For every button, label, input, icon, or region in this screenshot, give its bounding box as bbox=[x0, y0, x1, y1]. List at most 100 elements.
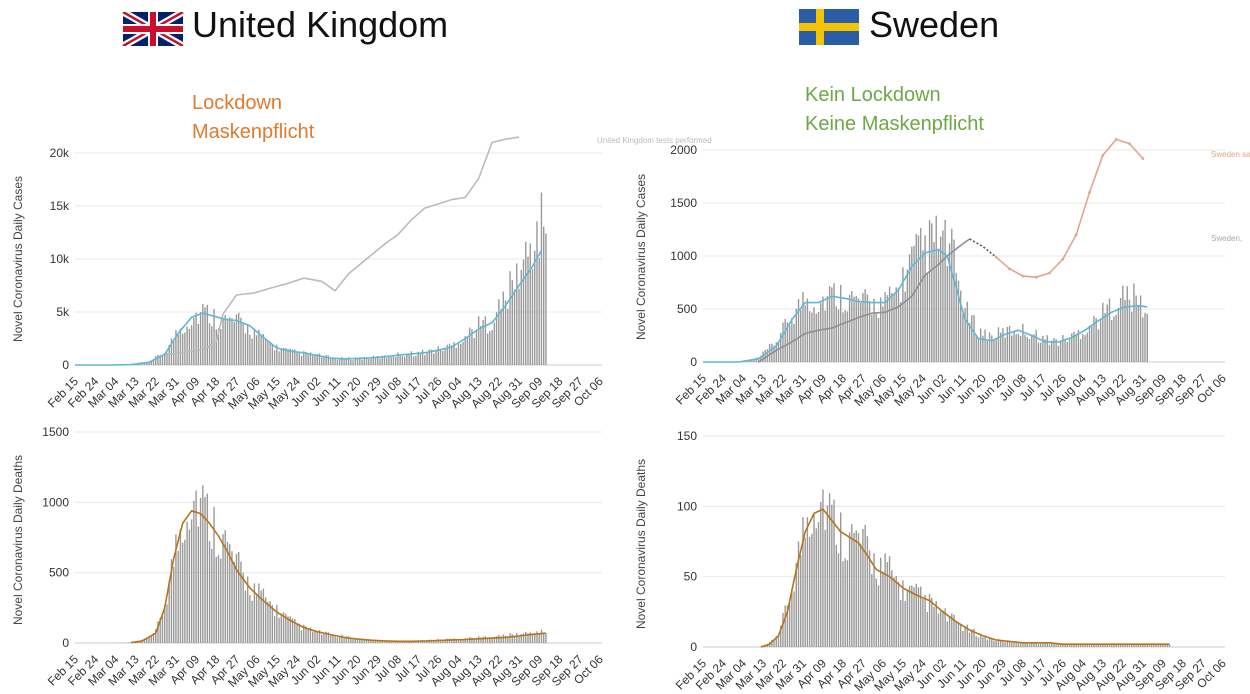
bar bbox=[350, 359, 352, 365]
bar bbox=[833, 283, 835, 362]
bar bbox=[855, 295, 857, 362]
bar bbox=[835, 306, 837, 362]
bar bbox=[388, 356, 390, 365]
bar bbox=[143, 638, 146, 643]
bar bbox=[489, 330, 491, 365]
bar bbox=[797, 298, 800, 362]
bar bbox=[146, 638, 148, 643]
bar bbox=[184, 539, 186, 643]
bar bbox=[381, 355, 383, 365]
bar bbox=[999, 640, 1002, 647]
bar bbox=[226, 318, 229, 365]
bar bbox=[394, 356, 397, 365]
bar bbox=[235, 314, 238, 365]
bar bbox=[1111, 644, 1113, 647]
bar bbox=[933, 607, 935, 647]
bar bbox=[851, 290, 853, 362]
bar bbox=[442, 350, 444, 365]
bar bbox=[430, 349, 433, 365]
bar bbox=[513, 635, 516, 643]
bar bbox=[208, 541, 211, 643]
bar bbox=[915, 233, 917, 362]
bar bbox=[471, 329, 473, 365]
bar bbox=[1064, 339, 1066, 362]
bar bbox=[1035, 329, 1037, 362]
bar bbox=[1144, 644, 1146, 647]
bar bbox=[1139, 643, 1142, 647]
bar bbox=[377, 356, 379, 365]
bar bbox=[415, 355, 417, 365]
bar bbox=[507, 636, 509, 643]
bar bbox=[899, 600, 902, 647]
bar bbox=[179, 528, 182, 643]
bar bbox=[282, 612, 285, 643]
bar bbox=[986, 639, 989, 647]
uk-deaths-chart: 0 500 1000 1500 Novel Coronavirus Daily Deat… bbox=[11, 425, 606, 690]
bar bbox=[444, 639, 446, 643]
bar bbox=[155, 629, 157, 643]
bar bbox=[1013, 331, 1015, 362]
bar bbox=[864, 524, 866, 647]
bar bbox=[329, 634, 332, 643]
bar bbox=[979, 633, 982, 647]
bar bbox=[238, 551, 240, 643]
bar bbox=[199, 497, 202, 643]
bar bbox=[354, 357, 357, 365]
bar bbox=[1108, 298, 1111, 362]
bar bbox=[1024, 643, 1026, 647]
bar bbox=[826, 505, 829, 647]
bar bbox=[984, 329, 986, 362]
bar bbox=[482, 636, 484, 643]
bar bbox=[314, 354, 316, 365]
bar bbox=[1133, 643, 1135, 647]
bar bbox=[540, 192, 543, 365]
bar bbox=[363, 639, 365, 643]
bar bbox=[534, 250, 536, 365]
bar bbox=[1119, 644, 1122, 647]
bar bbox=[1008, 640, 1011, 647]
bar bbox=[822, 489, 824, 647]
tests-point bbox=[1128, 142, 1131, 146]
bar bbox=[773, 639, 775, 647]
bar bbox=[128, 642, 130, 643]
bar bbox=[504, 635, 507, 643]
bar bbox=[383, 355, 386, 365]
bar bbox=[917, 235, 920, 362]
bar bbox=[968, 322, 971, 362]
bar bbox=[516, 263, 518, 365]
bar bbox=[1015, 642, 1017, 647]
bar bbox=[1017, 643, 1020, 647]
bar bbox=[186, 521, 188, 643]
bar bbox=[966, 624, 969, 647]
bar bbox=[545, 633, 547, 643]
bar bbox=[1091, 326, 1093, 362]
bar bbox=[300, 355, 303, 365]
bar bbox=[871, 314, 873, 362]
bar bbox=[320, 357, 323, 365]
bar bbox=[891, 570, 893, 647]
bar bbox=[1057, 644, 1060, 647]
bar bbox=[208, 323, 211, 365]
bar bbox=[837, 309, 840, 362]
bar bbox=[540, 629, 543, 643]
bar bbox=[468, 637, 471, 643]
bar bbox=[1135, 295, 1137, 362]
bar bbox=[933, 242, 935, 362]
bar bbox=[343, 359, 345, 365]
bar bbox=[1122, 285, 1124, 362]
bar bbox=[242, 323, 244, 365]
bar bbox=[354, 638, 357, 643]
bar bbox=[255, 335, 258, 365]
bar bbox=[338, 635, 341, 643]
bar bbox=[780, 625, 782, 647]
y-tick-label: 100 bbox=[677, 499, 697, 513]
bar bbox=[260, 334, 262, 365]
bar bbox=[948, 243, 951, 362]
bar bbox=[172, 566, 175, 643]
bar bbox=[868, 301, 871, 362]
bar bbox=[857, 533, 860, 647]
bar bbox=[788, 602, 791, 647]
bar bbox=[955, 272, 957, 362]
bar bbox=[1113, 316, 1115, 362]
bar bbox=[466, 638, 469, 643]
